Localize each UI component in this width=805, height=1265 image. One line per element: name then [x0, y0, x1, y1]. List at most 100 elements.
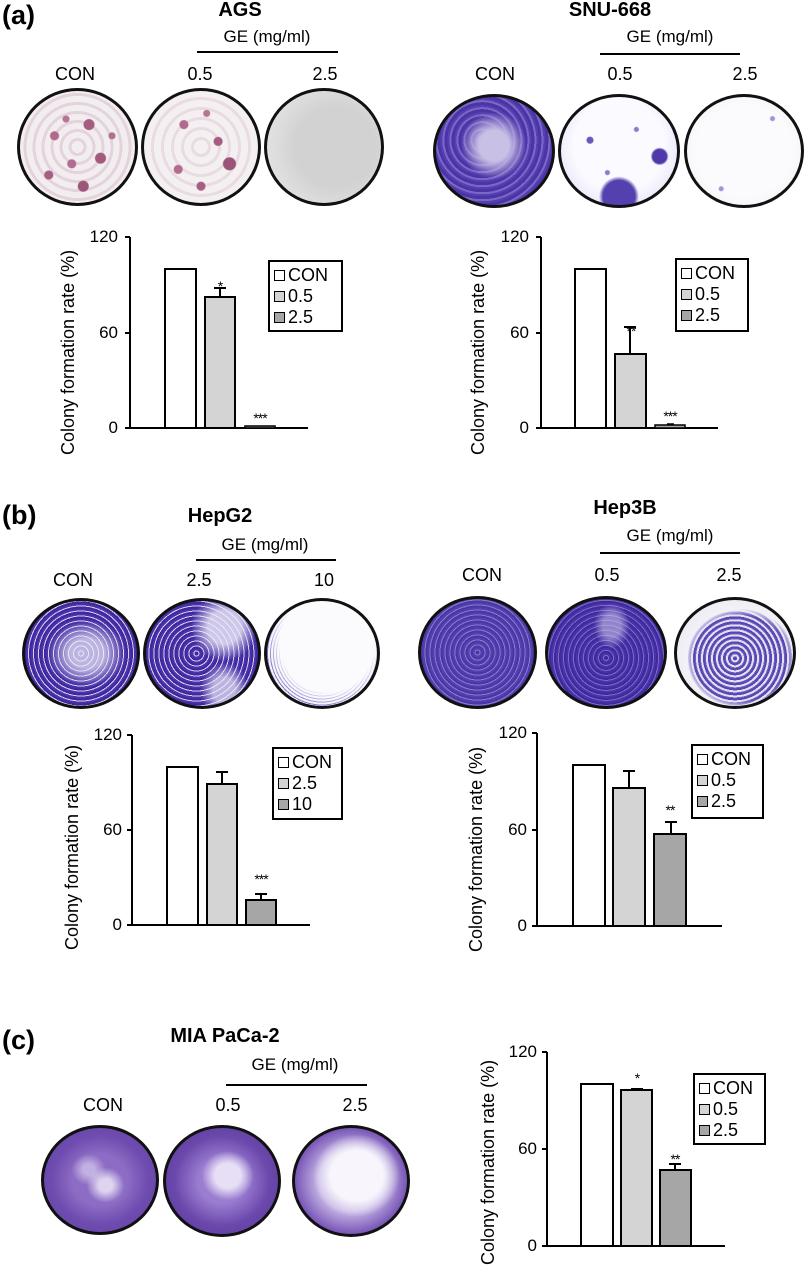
colony-dish-snu668-high — [684, 94, 804, 208]
legend-text: 2.5 — [711, 791, 737, 811]
legend-swatch — [278, 757, 289, 768]
legend-item: 0.5 — [274, 286, 337, 307]
legend-text: CON — [292, 752, 332, 772]
legend-swatch — [699, 1104, 710, 1115]
colony-dish-snu668-con — [433, 94, 555, 208]
dose-label-con: CON — [53, 570, 93, 590]
legend-item: CON — [274, 265, 337, 286]
chart-legend: CON 0.5 2.5 — [693, 1073, 766, 1145]
ge-header: GE (mg/ml) — [251, 1055, 339, 1074]
cell-title-hepg2: HepG2 — [187, 505, 253, 527]
ge-header: GE (mg/ml) — [223, 27, 311, 46]
ge-header: GE (mg/ml) — [626, 27, 714, 46]
panel-label-a: (a) — [2, 0, 35, 30]
legend-item: 0.5 — [699, 1099, 760, 1120]
significance-mark: ** — [626, 323, 637, 339]
colony-dish-miapaca2-low — [163, 1125, 281, 1237]
bar-chart-snu668: Colony formation rate (%) 120 60 0 ** **… — [400, 210, 805, 470]
y-axis-label: Colony formation rate (%) — [468, 249, 488, 455]
significance-mark: * — [217, 278, 223, 294]
legend-text: 0.5 — [711, 770, 737, 790]
ge-bracket-line — [196, 559, 336, 561]
legend-item: 2.5 — [699, 1120, 760, 1141]
legend-text: CON — [711, 749, 751, 769]
colony-dish-hepg2-con — [22, 598, 140, 709]
bar-chart-hepg2: Colony formation rate (%) 120 60 0 *** C… — [0, 710, 400, 980]
legend-swatch — [697, 775, 708, 786]
colony-dish-miapaca2-high — [292, 1125, 410, 1237]
dose-label-high: 2.5 — [716, 565, 742, 585]
y-tick-60: 60 — [510, 323, 529, 342]
dose-label-con: CON — [462, 565, 502, 585]
chart-plot-hepg2 — [127, 734, 310, 926]
chart-legend: CON 0.5 2.5 — [268, 260, 343, 332]
dose-label-con: CON — [55, 64, 95, 84]
significance-mark: ** — [670, 1151, 681, 1167]
significance-mark: *** — [663, 408, 677, 424]
legend-text: 0.5 — [713, 1099, 739, 1119]
legend-swatch — [697, 754, 708, 765]
dose-label-high: 2.5 — [312, 64, 338, 84]
dose-label-high: 2.5 — [732, 64, 758, 84]
dose-label-high: 10 — [313, 570, 335, 590]
legend-text: CON — [713, 1078, 753, 1098]
significance-mark: *** — [254, 871, 268, 887]
colony-dish-hepg2-low — [143, 598, 261, 709]
legend-swatch — [274, 270, 285, 281]
panel-label-c: (c) — [2, 1025, 35, 1055]
legend-swatch — [274, 291, 285, 302]
legend-text: CON — [695, 263, 735, 283]
y-axis-label: Colony formation rate (%) — [478, 1059, 498, 1265]
colony-dish-ags-high — [264, 88, 384, 206]
legend-swatch — [699, 1125, 710, 1136]
y-tick-0: 0 — [112, 915, 122, 934]
y-tick-60: 60 — [99, 323, 118, 342]
dose-label-con: CON — [83, 1095, 123, 1115]
legend-item: CON — [697, 749, 758, 770]
ge-bracket-line — [197, 51, 338, 53]
legend-item: CON — [699, 1078, 760, 1099]
dose-label-low: 0.5 — [187, 64, 213, 84]
chart-plot-miapaca2 — [542, 1051, 725, 1247]
y-axis-label: Colony formation rate (%) — [466, 746, 486, 952]
legend-item: 10 — [278, 794, 337, 815]
chart-legend: CON 2.5 10 — [272, 747, 343, 820]
y-tick-120: 120 — [500, 227, 529, 246]
cell-title-miapaca2: MIA PaCa-2 — [170, 1025, 280, 1047]
legend-item: 2.5 — [278, 773, 337, 794]
legend-swatch — [681, 310, 692, 321]
chart-plot-hep3b — [532, 732, 722, 927]
legend-item: 0.5 — [697, 770, 758, 791]
legend-text: 2.5 — [713, 1120, 739, 1140]
panel-label-b: (b) — [2, 500, 37, 530]
y-tick-120: 120 — [89, 227, 118, 246]
legend-text: 2.5 — [695, 305, 721, 325]
y-tick-60: 60 — [103, 820, 122, 839]
colony-dish-hep3b-high — [674, 597, 796, 709]
legend-swatch — [681, 268, 692, 279]
legend-text: 0.5 — [695, 284, 721, 304]
y-axis-label: Colony formation rate (%) — [62, 744, 82, 950]
ge-bracket-line — [600, 552, 740, 554]
dose-label-low: 2.5 — [186, 570, 212, 590]
chart-legend: CON 0.5 2.5 — [675, 258, 749, 332]
legend-swatch — [697, 796, 708, 807]
legend-item: 2.5 — [274, 307, 337, 328]
bar-chart-miapaca2: Colony formation rate (%) 120 60 0 * ** … — [420, 1000, 805, 1265]
y-tick-120: 120 — [498, 723, 527, 742]
dose-label-high: 2.5 — [342, 1095, 368, 1115]
legend-item: 0.5 — [681, 284, 743, 305]
legend-swatch — [278, 799, 289, 810]
y-tick-0: 0 — [517, 916, 527, 935]
y-tick-120: 120 — [508, 1042, 537, 1061]
legend-text: 0.5 — [288, 286, 314, 306]
colony-dish-miapaca2-con — [41, 1125, 159, 1235]
ge-bracket-line — [600, 53, 740, 55]
legend-item: 2.5 — [697, 791, 758, 812]
significance-mark: * — [634, 1070, 640, 1086]
ge-header: GE (mg/ml) — [221, 535, 309, 554]
colony-dish-hep3b-con — [418, 596, 537, 709]
legend-swatch — [274, 312, 285, 323]
chart-plot-snu668 — [536, 236, 718, 429]
significance-mark: *** — [253, 410, 267, 426]
